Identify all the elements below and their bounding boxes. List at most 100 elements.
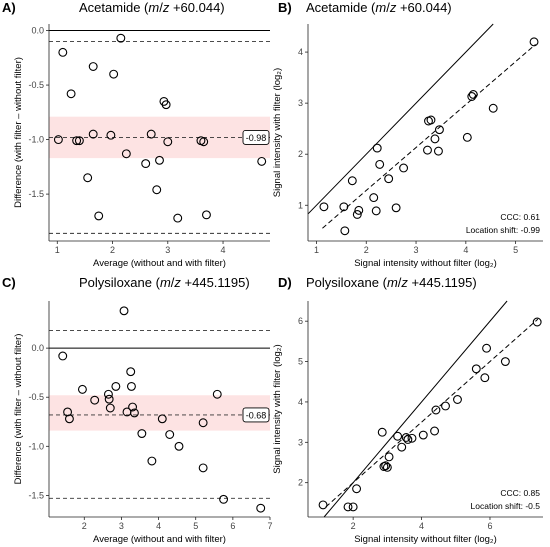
data-point: [480, 373, 490, 383]
x-axis-label: Signal intensity without filter (log₂): [354, 534, 497, 545]
mean-label: -0.68: [246, 410, 267, 420]
data-point: [399, 163, 409, 173]
fit-line: [325, 318, 539, 508]
data-point: [430, 426, 440, 436]
title-mz-m: m: [148, 0, 159, 15]
data-point: [72, 136, 82, 146]
data-point: [77, 384, 87, 394]
y-axis-label: Signal intensity with filter (log₂): [272, 344, 283, 473]
data-point: [219, 494, 229, 504]
y-tick-label: -0.5: [28, 392, 44, 402]
data-point: [66, 89, 76, 99]
data-point: [111, 381, 121, 391]
confidence-band: [49, 395, 270, 431]
y-tick-label: 2: [298, 478, 303, 488]
data-point: [381, 461, 391, 471]
data-point: [173, 213, 183, 223]
data-point: [88, 129, 98, 139]
x-tick-label: 2: [110, 245, 115, 255]
title-mz-z: z: [389, 0, 397, 15]
data-point: [152, 185, 162, 195]
data-point: [423, 145, 432, 155]
data-point: [198, 463, 208, 473]
data-point: [174, 441, 184, 451]
data-point: [441, 401, 450, 411]
data-point: [352, 209, 362, 219]
y-tick-label: -1.0: [28, 441, 44, 451]
x-tick-label: 4: [419, 521, 424, 531]
data-point: [347, 176, 357, 186]
y-axis-label: Difference (with filter – without filter…: [13, 334, 24, 485]
title-name: Polysiloxane (: [79, 275, 161, 290]
y-axis-label: Difference (with filter – without filter…: [13, 57, 24, 208]
data-point: [500, 357, 510, 367]
data-point: [372, 143, 382, 153]
x-tick-label: 4: [221, 245, 226, 255]
ccc-label: CCC: 0.61: [500, 212, 540, 222]
data-point: [257, 156, 267, 166]
fit-line: [322, 44, 536, 229]
y-axis-label: Signal intensity with filter (log₂): [272, 68, 283, 197]
data-point: [146, 129, 156, 139]
x-tick-label: 6: [487, 521, 492, 531]
data-point: [482, 343, 492, 353]
data-point: [106, 130, 116, 140]
data-point: [382, 462, 392, 472]
chart-title: Acetamide (m/z +60.044): [79, 0, 225, 15]
panel-a: A) Acetamide (m/z +60.044) 1 2 3 4 0.0 -0.5 -1.0…: [2, 0, 270, 269]
y-tick-label: -1.5: [28, 490, 44, 500]
data-point: [105, 403, 115, 413]
data-point: [407, 433, 417, 443]
title-name: Acetamide (: [79, 0, 149, 15]
x-axis-label: Signal intensity without filter (log₂): [354, 258, 497, 269]
mean-label-box: [242, 407, 270, 423]
x-tick-label: 3: [414, 245, 419, 255]
title-mz-z: z: [162, 0, 170, 15]
identity-line: [323, 300, 508, 518]
title-mz-sep: /: [171, 275, 175, 290]
data-point: [256, 503, 266, 513]
data-point: [375, 159, 385, 169]
title-mz-m: m: [387, 275, 398, 290]
data-point: [137, 429, 147, 438]
title-mz-value: +60.044): [396, 0, 451, 15]
data-point: [426, 115, 436, 125]
title-mz-value: +445.1195): [408, 275, 477, 290]
data-point: [147, 456, 157, 466]
data-point: [161, 100, 171, 110]
title-mz-z: z: [400, 275, 408, 290]
location-shift-label: Location shift: -0.99: [466, 225, 540, 235]
x-tick-label: 5: [513, 245, 518, 255]
data-point: [199, 137, 209, 147]
data-point: [58, 351, 68, 361]
data-point: [83, 173, 93, 183]
panel-label: D): [278, 275, 292, 290]
data-point: [141, 159, 151, 169]
data-point: [63, 407, 73, 417]
data-point: [116, 33, 126, 43]
x-tick-label: 3: [165, 245, 170, 255]
x-tick-label: 4: [463, 245, 468, 255]
y-tick-label: 1: [298, 200, 303, 210]
panel-b: B) Acetamide (m/z +60.044) 1 2 3 4 5 1 2 3 4 Signal…: [272, 0, 543, 269]
data-point: [348, 502, 358, 512]
data-point: [384, 174, 394, 184]
title-mz-z: z: [173, 275, 181, 290]
x-tick-label: 5: [193, 521, 198, 531]
data-point: [202, 210, 211, 220]
data-point: [104, 394, 114, 404]
y-tick-label: -0.5: [28, 80, 44, 90]
data-point: [391, 203, 401, 213]
data-point: [471, 364, 481, 374]
data-point: [339, 202, 349, 212]
data-point: [318, 500, 328, 510]
data-point: [165, 430, 175, 439]
identity-line: [307, 23, 494, 215]
title-mz-m: m: [375, 0, 386, 15]
data-point: [109, 69, 119, 79]
chart-title: Acetamide (m/z +60.044): [306, 0, 452, 15]
title-mz-value: +60.044): [169, 0, 224, 15]
title-mz-value: +445.1195): [181, 275, 250, 290]
data-point: [401, 433, 411, 442]
x-tick-label: 2: [82, 521, 87, 531]
